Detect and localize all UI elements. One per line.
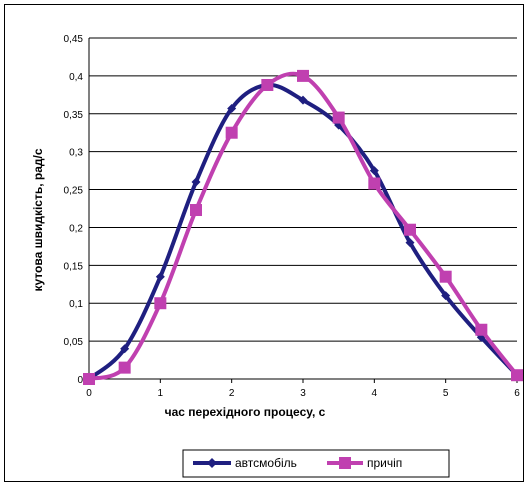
legend-marker-series-2	[339, 457, 351, 469]
series-1	[84, 80, 522, 384]
data-point-marker	[83, 373, 95, 385]
data-point-marker	[227, 103, 237, 113]
line-chart: 0 0,05 0,1 0,15 0,2 0,25 0,3 0,35 0,4 0,45 0 1 2 3 4 5…	[31, 34, 523, 478]
series-2	[83, 69, 523, 385]
x-tick-label: 2	[229, 388, 235, 399]
y-tick-label: 0,1	[69, 299, 83, 310]
data-point-marker	[154, 297, 167, 310]
legend-marker-series-1	[207, 458, 217, 468]
x-tick-label: 6	[514, 388, 520, 399]
series-line	[87, 82, 519, 381]
x-tick-label: 5	[443, 388, 449, 399]
data-point-marker	[118, 361, 131, 374]
y-tick-label: 0,4	[69, 72, 83, 83]
y-tick-label: 0,05	[64, 337, 84, 348]
x-tick-label: 0	[86, 388, 92, 399]
chart-frame: 0 0,05 0,1 0,15 0,2 0,25 0,3 0,35 0,4 0,45 0 1 2 3 4 5…	[4, 4, 524, 482]
y-axis-title: кутова швидкість, рад/с	[31, 148, 45, 291]
data-point-marker	[261, 78, 274, 91]
axes	[88, 38, 518, 383]
legend: автсмобіль причіп	[182, 449, 450, 478]
y-tick-labels: 0 0,05 0,1 0,15 0,2 0,25 0,3 0,35 0,4 0,45	[64, 34, 84, 386]
y-tick-label: 0,35	[64, 110, 84, 121]
data-point-marker	[441, 291, 451, 301]
data-point-marker	[475, 323, 488, 336]
x-axis-title: час перехідного процесу, с	[165, 405, 326, 419]
x-tick-label: 3	[300, 388, 306, 399]
data-point-marker	[405, 238, 415, 248]
data-point-marker	[191, 177, 201, 187]
series-layer	[83, 69, 523, 385]
grid-lines	[89, 37, 517, 380]
data-point-marker	[155, 272, 165, 282]
y-tick-label: 0,45	[64, 34, 84, 45]
x-tick-label: 4	[372, 388, 378, 399]
data-point-marker	[120, 344, 130, 354]
y-tick-label: 0,15	[64, 261, 84, 272]
data-point-marker	[369, 166, 379, 176]
x-tick-labels: 0 1 2 3 4 5 6	[86, 388, 520, 399]
data-point-marker	[511, 369, 523, 382]
legend-label-series-2: причіп	[367, 456, 402, 470]
data-point-marker	[297, 69, 309, 82]
y-tick-label: 0,3	[69, 148, 83, 159]
y-tick-label: 0	[77, 375, 83, 386]
legend-label-series-1: автсмобіль	[235, 456, 297, 470]
data-point-marker	[298, 95, 308, 105]
y-tick-label: 0,2	[69, 223, 83, 234]
y-tick-label: 0,25	[64, 186, 84, 197]
data-point-marker	[332, 111, 345, 124]
data-point-marker	[439, 270, 452, 283]
data-point-marker	[404, 223, 416, 236]
data-point-marker	[190, 204, 202, 217]
series-line	[88, 71, 519, 381]
data-point-marker	[225, 126, 238, 139]
x-tick-label: 1	[158, 388, 164, 399]
data-point-marker	[368, 177, 381, 190]
